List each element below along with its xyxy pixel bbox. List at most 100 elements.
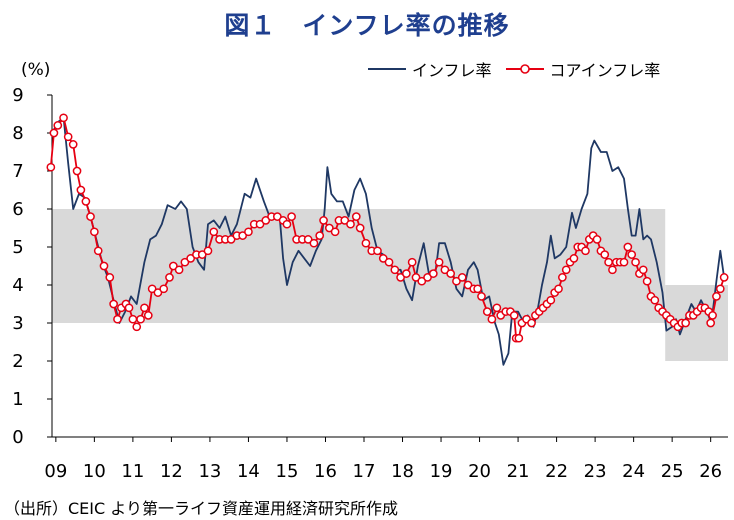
core-inflation-point-107	[569, 254, 579, 263]
core-inflation-point-30	[180, 257, 190, 267]
core-inflation-point-34	[203, 246, 213, 256]
legend-label-core-inflation: コアインフレ率	[549, 61, 661, 80]
core-inflation-point-128	[650, 295, 660, 305]
core-inflation-point-70	[402, 269, 411, 278]
core-inflation-point-101	[546, 295, 556, 305]
core-inflation-point-12	[99, 261, 109, 271]
y-axis-unit-label: (%)	[21, 60, 51, 80]
core-inflation-point-18	[124, 303, 134, 313]
core-inflation-point-63	[361, 238, 371, 248]
chart-title: 図１ インフレ率の推移	[224, 11, 510, 40]
x-tick-label-11: 11	[121, 461, 144, 482]
core-inflation-point-120	[619, 257, 629, 267]
core-inflation-point-19	[128, 314, 138, 324]
x-tick-label-13: 13	[198, 461, 221, 482]
core-inflation-point-27	[165, 273, 174, 282]
core-inflation-point-113	[592, 235, 602, 244]
core-inflation-point-2	[53, 121, 63, 130]
core-inflation-point-80	[457, 273, 467, 282]
core-inflation-point-147	[719, 273, 729, 282]
core-inflation-point-0	[46, 162, 56, 172]
x-tick-label-10: 10	[83, 461, 106, 482]
x-tick-label-22: 22	[545, 461, 568, 482]
y-tick-label-7: 7	[12, 161, 23, 182]
legend-item-inflation: インフレ率	[368, 57, 492, 81]
core-inflation-point-20	[132, 322, 142, 332]
core-inflation-point-49	[287, 212, 296, 221]
core-inflation-point-56	[324, 223, 334, 233]
core-inflation-point-13	[105, 273, 115, 282]
x-tick-label-24: 24	[622, 461, 645, 482]
core-inflation-point-40	[238, 231, 248, 240]
y-tick-label-2: 2	[12, 351, 23, 372]
x-tick-label-25: 25	[661, 461, 684, 482]
core-inflation-point-110	[581, 246, 590, 256]
core-inflation-point-15	[113, 314, 122, 324]
core-inflation-point-62	[355, 223, 365, 233]
x-tick-label-17: 17	[353, 461, 376, 482]
core-inflation-point-59	[340, 216, 350, 225]
core-inflation-point-46	[272, 212, 282, 221]
core-inflation-point-105	[561, 265, 571, 275]
series-line-inflation	[51, 116, 725, 366]
core-inflation-point-145	[712, 292, 721, 301]
core-inflation-point-121	[623, 242, 633, 252]
core-inflation-point-115	[600, 250, 610, 259]
core-inflation-point-54	[315, 231, 325, 240]
core-inflation-point-61	[351, 212, 361, 221]
core-inflation-point-52	[303, 235, 313, 244]
core-inflation-point-23	[143, 311, 153, 320]
core-inflation-point-122	[627, 250, 637, 259]
core-inflation-point-41	[244, 227, 253, 237]
core-inflation-point-96	[527, 318, 536, 328]
x-tick-label-26: 26	[699, 461, 722, 482]
core-inflation-point-65	[373, 246, 382, 256]
core-inflation-point-3	[59, 113, 68, 123]
core-inflation-point-6	[72, 166, 82, 176]
core-inflation-point-76	[434, 257, 444, 267]
y-tick-label-5: 5	[12, 237, 23, 258]
core-inflation-point-38	[226, 235, 236, 244]
x-tick-label-23: 23	[584, 461, 607, 482]
core-inflation-point-85	[482, 307, 492, 316]
target-band-layer	[52, 209, 728, 361]
core-inflation-point-104	[558, 273, 567, 282]
x-tick-label-21: 21	[507, 461, 530, 482]
x-tick-label-14: 14	[237, 461, 260, 482]
legend-line-inflation-icon	[368, 68, 406, 70]
core-inflation-point-71	[407, 257, 417, 267]
core-inflation-point-86	[487, 314, 497, 324]
core-inflation-point-4	[63, 132, 73, 142]
core-inflation-point-7	[76, 185, 86, 195]
axis-layer	[47, 94, 728, 442]
core-inflation-point-69	[396, 273, 405, 282]
core-inflation-point-22	[140, 303, 149, 313]
core-inflation-point-1	[49, 128, 59, 138]
core-inflation-point-35	[209, 227, 219, 237]
series-layer	[46, 113, 729, 366]
x-tick-label-16: 16	[314, 461, 337, 482]
source-note: （出所）CEIC より第一ライフ資産運用経済研究所作成	[4, 499, 398, 518]
y-tick-label-4: 4	[12, 275, 23, 296]
y-tick-label-9: 9	[12, 85, 23, 106]
core-inflation-point-10	[90, 227, 99, 237]
x-tick-label-15: 15	[276, 461, 299, 482]
chart-legend: インフレ率 コアインフレ率	[368, 58, 674, 80]
core-inflation-point-68	[390, 265, 400, 275]
core-inflation-point-9	[86, 212, 95, 221]
y-tick-label-1: 1	[12, 389, 23, 410]
legend-line-core-inflation-icon	[505, 64, 544, 74]
core-inflation-point-136	[681, 318, 690, 328]
core-inflation-point-14	[109, 299, 118, 309]
core-inflation-point-55	[319, 216, 328, 225]
core-inflation-point-33	[197, 250, 207, 259]
core-inflation-point-79	[452, 276, 461, 286]
core-inflation-point-72	[411, 273, 421, 282]
core-inflation-point-143	[706, 318, 716, 328]
core-inflation-point-73	[417, 276, 427, 286]
core-inflation-point-146	[715, 284, 725, 294]
core-inflation-point-43	[255, 219, 265, 229]
x-tick-label-19: 19	[430, 461, 453, 482]
core-inflation-point-24	[147, 284, 157, 294]
